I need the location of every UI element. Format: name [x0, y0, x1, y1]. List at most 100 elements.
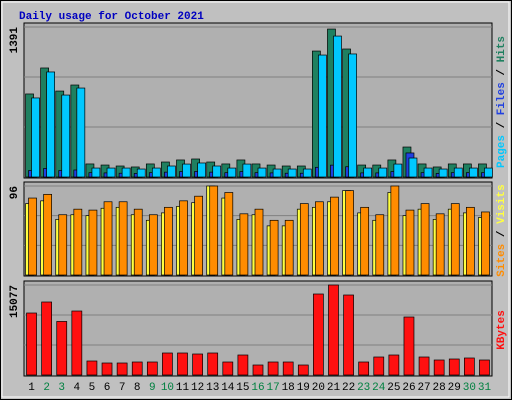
legend-entry: KBytes	[496, 310, 508, 350]
bar	[405, 209, 415, 276]
bar	[227, 167, 237, 178]
legend-entry: Sites	[496, 244, 508, 277]
x-tick-label: 4	[74, 382, 81, 394]
bar	[343, 294, 354, 376]
bar	[41, 301, 52, 376]
bar	[118, 201, 128, 276]
bar	[148, 214, 158, 276]
bar	[453, 167, 463, 178]
x-tick-label: 10	[161, 382, 174, 394]
x-tick-label: 31	[478, 382, 492, 394]
bar	[242, 163, 252, 178]
panel	[23, 22, 493, 179]
bar	[363, 167, 373, 178]
bar	[197, 162, 206, 178]
bar	[388, 354, 400, 376]
chart-title: Daily usage for October 2021	[19, 11, 204, 23]
bar	[433, 359, 445, 376]
bar	[390, 185, 400, 276]
x-tick-label: 7	[119, 382, 126, 394]
bar	[257, 167, 267, 178]
legend-separator: /	[496, 224, 508, 244]
bar	[418, 356, 430, 376]
bar	[222, 361, 234, 376]
bar	[88, 209, 98, 276]
x-tick-label: 15	[236, 382, 249, 394]
x-tick-label: 23	[357, 382, 370, 394]
bar	[207, 352, 219, 376]
bar	[450, 203, 460, 276]
bar	[103, 201, 113, 276]
x-tick-label: 24	[372, 382, 386, 394]
bar	[56, 321, 68, 376]
x-tick-label: 5	[89, 382, 96, 394]
bar	[116, 362, 128, 376]
x-tick-label: 30	[463, 382, 476, 394]
x-tick-label: 12	[191, 382, 204, 394]
bar	[299, 203, 309, 276]
x-tick-label: 9	[149, 382, 156, 394]
bar	[31, 97, 40, 178]
bar	[297, 364, 309, 376]
bar	[315, 201, 324, 276]
bar	[164, 206, 173, 276]
bar	[26, 312, 37, 376]
y-tick-label: 1391	[9, 27, 21, 54]
bar	[360, 206, 370, 276]
bar	[378, 167, 388, 178]
bar	[76, 87, 86, 178]
bar	[101, 362, 113, 376]
bar	[318, 54, 327, 178]
bar	[313, 293, 324, 376]
legend-entry: Hits	[496, 36, 508, 62]
bar	[302, 168, 312, 178]
bar	[209, 185, 219, 276]
bar	[133, 208, 143, 276]
x-tick-label: 18	[282, 382, 295, 394]
bar	[106, 167, 116, 178]
bar	[408, 157, 418, 178]
bar	[481, 211, 490, 276]
bar	[167, 165, 176, 178]
bar	[192, 353, 203, 376]
bar	[71, 310, 83, 376]
x-tick-label: 14	[221, 382, 235, 394]
x-tick-label: 27	[417, 382, 430, 394]
bar	[358, 361, 370, 376]
bar	[403, 316, 415, 376]
bar	[252, 364, 264, 376]
bar	[46, 71, 55, 178]
bar	[151, 167, 161, 178]
x-tick-label: 1	[28, 382, 35, 394]
legend-entry: Visits	[496, 184, 508, 224]
x-tick-label: 8	[134, 382, 141, 394]
bar	[373, 356, 385, 376]
bar	[146, 361, 158, 376]
legend-separator: /	[496, 115, 508, 135]
x-tick-label: 6	[104, 382, 111, 394]
y-tick-label: 96	[9, 186, 21, 199]
bar	[194, 195, 203, 276]
bar	[86, 360, 98, 376]
legend-entry: Files	[496, 82, 508, 115]
bar	[43, 193, 52, 276]
bar	[464, 357, 475, 376]
x-tick-label: 26	[402, 382, 415, 394]
bar	[423, 167, 433, 178]
bar	[420, 203, 430, 276]
bar	[287, 168, 297, 178]
bar	[282, 361, 294, 376]
x-tick-label: 28	[433, 382, 446, 394]
bar	[269, 219, 279, 276]
x-tick-label: 25	[387, 382, 400, 394]
bar	[254, 208, 264, 276]
bar	[121, 167, 131, 178]
x-tick-label: 19	[297, 382, 310, 394]
bar	[393, 163, 403, 178]
legend-entry: Pages	[496, 135, 508, 168]
bar	[484, 167, 493, 178]
x-tick-label: 22	[342, 382, 355, 394]
legend-separator: /	[496, 62, 508, 82]
